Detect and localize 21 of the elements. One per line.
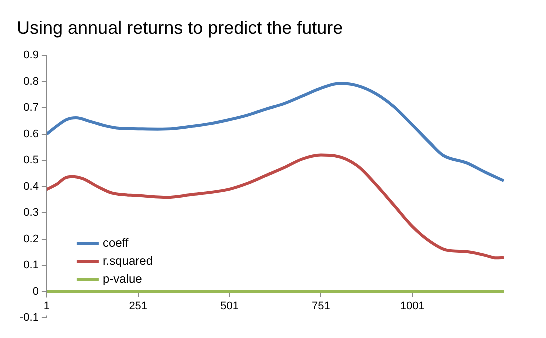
x-tick-label: 751 xyxy=(312,300,330,312)
line-series xyxy=(46,82,504,183)
x-tick-label: 1 xyxy=(44,300,50,312)
legend-label: r.squared xyxy=(102,254,153,268)
legend-label: coeff xyxy=(102,236,130,250)
y-tick-label: 0.9 xyxy=(24,50,39,62)
y-tick-label: 0.1 xyxy=(24,260,39,272)
x-tick-label: 1001 xyxy=(400,300,425,312)
legend-label: p-value xyxy=(102,272,143,286)
x-tick-label: 251 xyxy=(129,300,148,312)
y-tick-label: 0.4 xyxy=(24,180,39,193)
y-tick-label: 0.7 xyxy=(24,102,39,114)
x-tick-label: 501 xyxy=(220,300,239,312)
y-tick-label: 0 xyxy=(32,286,39,298)
y-tick-label: 0.5 xyxy=(24,154,39,167)
chart-title: Using annual returns to predict the future xyxy=(17,18,344,38)
y-tick-label: -0.1 xyxy=(20,312,39,324)
y-tick-label: 0.2 xyxy=(24,233,39,246)
y-tick-label: 0.6 xyxy=(24,128,39,140)
y-tick-label: 0.8 xyxy=(24,76,39,88)
y-tick-label: 0.3 xyxy=(24,207,39,220)
